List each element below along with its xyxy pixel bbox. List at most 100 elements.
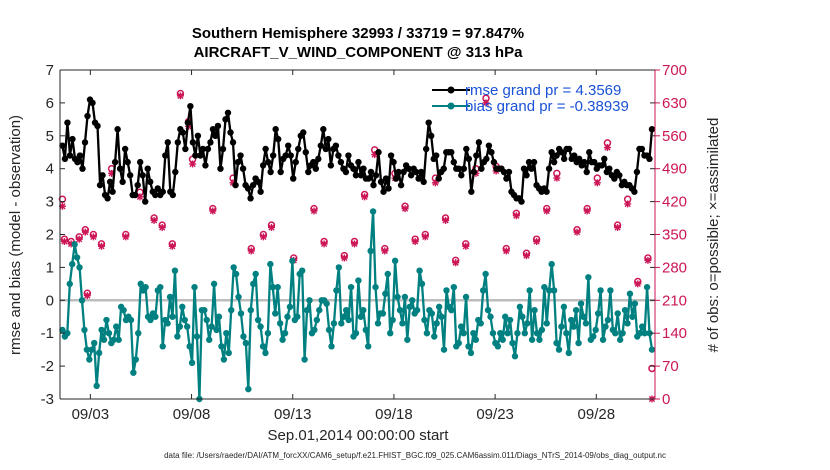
- obs-assimilated-point: [401, 205, 409, 213]
- bias-point: [387, 330, 394, 337]
- obs-assimilated-stroke: [553, 174, 560, 182]
- rmse-point: [503, 175, 510, 182]
- bias-point: [105, 330, 113, 337]
- bias-point: [487, 313, 494, 320]
- rmse-point: [473, 152, 480, 159]
- rmse-point: [428, 132, 435, 139]
- rmse-point: [448, 149, 455, 156]
- obs-assimilated-stroke: [320, 240, 328, 248]
- bias-point: [367, 247, 374, 255]
- rmse-point: [325, 135, 332, 143]
- bias-point: [247, 306, 254, 314]
- obs-assimilated-point: [381, 247, 389, 255]
- obs-assimilated-point: [583, 207, 591, 215]
- bias-point: [394, 293, 401, 301]
- plot-area: [60, 70, 655, 399]
- rmse-point: [485, 142, 493, 149]
- bias-point: [590, 333, 597, 340]
- bias-point: [206, 336, 213, 343]
- obs-assimilated-point: [593, 179, 601, 187]
- bias-point: [509, 339, 516, 347]
- bias-point: [188, 359, 196, 367]
- obs-assimilated-stroke: [310, 207, 318, 215]
- obs-assimilated-point: [411, 238, 419, 246]
- obs-assimilated-point: [350, 240, 358, 248]
- rmse-point: [66, 152, 74, 159]
- bias-point: [100, 336, 108, 343]
- bias-point: [357, 313, 365, 320]
- bias-point: [83, 346, 91, 353]
- rmse-point: [500, 168, 508, 176]
- bias-point: [242, 339, 250, 347]
- rmse-point: [400, 168, 407, 176]
- bias-point: [404, 336, 411, 343]
- y-left-tick-label: -1: [41, 325, 54, 342]
- bias-point: [433, 320, 440, 327]
- bias-point: [127, 316, 135, 324]
- tick-labels: -3-2-10123456707014021028035042049056063…: [41, 62, 687, 423]
- rmse-point: [162, 152, 169, 159]
- obs-assimilated-stroke: [209, 207, 216, 215]
- rmse-point: [159, 188, 166, 195]
- rmse-point: [548, 149, 555, 156]
- y-left-tick-label: 1: [46, 259, 54, 276]
- bias-point: [482, 270, 489, 278]
- axes: [59, 69, 660, 400]
- rmse-point: [254, 178, 262, 186]
- obs-assimilated-point: [634, 280, 642, 288]
- rmse-point: [222, 116, 229, 123]
- rmse-point: [61, 155, 69, 163]
- bias-point: [504, 330, 511, 337]
- rmse-point: [204, 145, 212, 153]
- bias-point: [592, 326, 599, 334]
- bias-point: [174, 333, 181, 340]
- bias-point: [342, 306, 350, 314]
- bias-point: [250, 280, 257, 288]
- bias-point: [568, 316, 575, 324]
- obs-assimilated-stroke: [422, 233, 429, 240]
- y-axis-right-label: # of obs: o=possible; ×=assimilated: [705, 118, 722, 353]
- rmse-point: [558, 149, 565, 156]
- bias-point: [86, 356, 93, 363]
- bias-point: [240, 333, 247, 340]
- obs-assimilated-stroke: [452, 259, 459, 266]
- obs-assimilated-point: [512, 212, 520, 220]
- y-right-tick-label: 70: [662, 358, 679, 375]
- bias-point: [183, 323, 191, 330]
- bias-point: [435, 303, 443, 311]
- obs-assimilated-stroke: [84, 292, 91, 299]
- rmse-point: [415, 175, 422, 182]
- rmse-point: [455, 165, 462, 172]
- obs-assimilated-stroke: [260, 233, 267, 240]
- bias-point: [646, 330, 653, 337]
- obs-assimilated-point: [259, 233, 267, 241]
- obs-assimilated-stroke: [59, 203, 66, 210]
- obs-assimilated-point: [624, 200, 632, 208]
- rmse-point: [76, 152, 84, 159]
- obs-assimilated-point: [482, 99, 490, 107]
- rmse-point: [79, 165, 86, 172]
- obs-assimilated-point: [522, 252, 530, 260]
- rmse-point: [638, 145, 646, 153]
- rmse-point: [377, 178, 385, 186]
- y-left-tick-label: 7: [46, 62, 54, 79]
- y-left-tick-label: -2: [41, 358, 54, 375]
- rmse-point: [355, 158, 362, 166]
- rmse-point: [169, 191, 177, 199]
- bias-point: [142, 283, 149, 291]
- obs-assimilated-point: [97, 242, 105, 250]
- obs-assimilated-point: [247, 247, 255, 255]
- bias-point: [272, 310, 279, 317]
- rmse-point: [305, 168, 312, 176]
- bias-point: [152, 313, 159, 320]
- y-right-tick-label: 700: [662, 62, 687, 79]
- x-tick-label: 09/13: [274, 406, 312, 423]
- rmse-point: [560, 155, 568, 163]
- rmse-point: [478, 165, 485, 172]
- bias-point: [210, 280, 218, 288]
- obs-count-series: [58, 89, 656, 403]
- bias-point: [494, 343, 502, 350]
- rmse-point: [422, 145, 430, 153]
- bias-point: [254, 316, 262, 324]
- bias-point: [330, 320, 338, 327]
